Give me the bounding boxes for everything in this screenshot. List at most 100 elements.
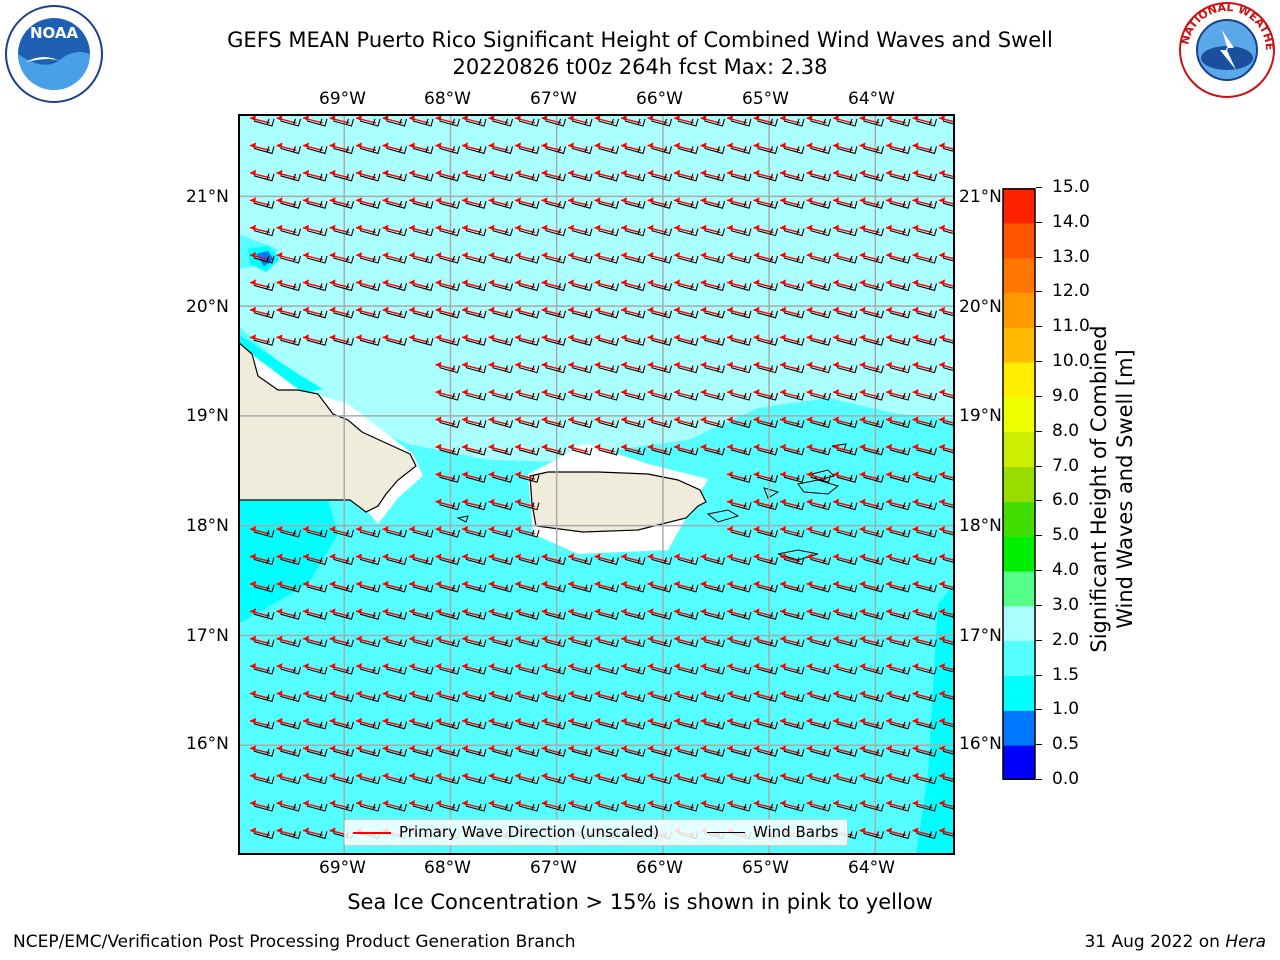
wind-barb xyxy=(439,584,461,593)
wind-barb xyxy=(598,146,620,155)
wind-barb xyxy=(889,584,911,593)
wind-barb xyxy=(677,338,699,346)
wave-direction-arrow xyxy=(938,389,954,397)
wind-barb xyxy=(571,255,593,264)
wave-direction-arrow xyxy=(647,553,668,563)
wind-barb xyxy=(730,173,752,182)
wind-barb xyxy=(439,420,461,429)
wind-barb xyxy=(889,392,911,401)
wind-barb xyxy=(545,694,567,703)
wind-barb xyxy=(624,584,646,593)
colorbar-segment xyxy=(1003,501,1035,537)
wave-direction-arrow xyxy=(779,443,801,453)
wave-direction-arrow xyxy=(249,169,271,179)
wind-barb xyxy=(492,666,514,675)
wave-direction-arrow xyxy=(726,800,748,809)
wind-barb xyxy=(253,776,275,785)
wind-barb xyxy=(598,612,620,620)
wind-barb xyxy=(571,310,593,319)
wave-direction-arrow xyxy=(753,526,774,535)
wind-barb xyxy=(704,749,726,757)
wind-barb xyxy=(783,338,805,346)
wind-barb xyxy=(412,803,434,812)
wave-direction-arrow xyxy=(673,635,695,645)
wind-barb xyxy=(836,803,858,812)
wind-barb xyxy=(810,475,832,483)
wave-direction-arrow xyxy=(885,279,907,289)
wind-barb xyxy=(545,639,567,648)
wind-barb xyxy=(545,283,567,292)
wave-direction-arrow xyxy=(806,608,827,617)
colorbar-tick-label: 8.0 xyxy=(1052,420,1080,441)
wind-barb xyxy=(889,255,911,264)
wave-direction-arrow xyxy=(753,717,774,727)
wave-direction-arrow xyxy=(726,553,748,563)
wind-barb xyxy=(624,666,646,675)
wave-direction-arrow xyxy=(673,800,695,809)
wind-barb xyxy=(359,776,381,785)
wind-barb xyxy=(333,146,355,155)
wave-direction-arrow xyxy=(673,580,695,590)
wave-direction-arrow xyxy=(514,142,536,152)
wind-barb xyxy=(386,201,408,209)
wind-barb xyxy=(757,447,779,456)
wave-direction-arrow xyxy=(726,635,748,645)
wind-barb xyxy=(916,420,938,429)
wind-barb xyxy=(571,721,593,730)
wind-barb xyxy=(439,118,461,127)
wave-direction-arrow xyxy=(567,608,589,617)
wave-direction-arrow xyxy=(276,224,297,234)
wave-direction-arrow xyxy=(885,169,907,179)
wind-barb xyxy=(730,721,752,730)
wave-direction-arrow xyxy=(885,635,907,645)
wave-direction-arrow xyxy=(382,279,403,289)
wave-direction-arrow xyxy=(461,224,483,234)
colorbar-tick-mark xyxy=(1036,221,1042,223)
sea-ice-caption: Sea Ice Concentration > 15% is shown in … xyxy=(347,890,933,914)
wind-barb xyxy=(412,666,434,675)
wind-barb xyxy=(863,612,885,620)
wave-direction-arrow xyxy=(753,580,774,590)
wind-barb xyxy=(359,283,381,292)
lon-tick-bottom-65: 65°W xyxy=(742,858,789,878)
wave-direction-arrow xyxy=(435,389,456,398)
wind-barb xyxy=(306,173,328,182)
wave-direction-arrow xyxy=(912,498,933,508)
wave-direction-arrow xyxy=(620,361,642,371)
wave-direction-arrow xyxy=(408,252,430,261)
wave-direction-arrow xyxy=(435,169,456,179)
wave-direction-arrow xyxy=(806,334,827,343)
wind-barb xyxy=(783,310,805,319)
wind-barb xyxy=(651,420,673,429)
lat-tick-left-16: 16°N xyxy=(186,734,229,754)
wind-barb xyxy=(810,639,832,648)
wind-barb xyxy=(571,283,593,292)
wave-direction-arrow xyxy=(355,306,377,316)
wave-direction-arrow xyxy=(541,334,562,343)
wave-direction-arrow xyxy=(885,224,907,234)
wind-barb xyxy=(571,228,593,237)
wave-direction-arrow xyxy=(355,224,377,234)
wave-direction-arrow xyxy=(249,717,271,727)
wind-barb xyxy=(677,612,699,620)
wave-direction-arrow xyxy=(514,416,536,426)
wind-barb xyxy=(280,529,302,538)
wave-direction-arrow xyxy=(753,306,774,316)
wave-direction-arrow xyxy=(700,772,721,782)
wave-direction-arrow xyxy=(753,279,774,289)
wind-barb xyxy=(412,310,434,319)
wind-barb xyxy=(836,529,858,538)
map-legend: Primary Wave Direction (unscaled) Wind B… xyxy=(344,819,848,846)
wind-barb xyxy=(836,639,858,648)
wave-direction-arrow xyxy=(249,827,271,837)
wave-direction-arrow xyxy=(700,635,721,645)
wave-direction-arrow xyxy=(779,498,801,508)
wind-barb xyxy=(730,118,752,127)
lon-tick-top-66: 66°W xyxy=(636,89,683,109)
wind-barb xyxy=(783,803,805,812)
wave-direction-arrow xyxy=(885,690,907,700)
wind-barb xyxy=(465,365,487,374)
wave-direction-arrow xyxy=(488,663,509,672)
wave-direction-arrow xyxy=(832,306,854,316)
wave-direction-arrow xyxy=(382,690,403,700)
